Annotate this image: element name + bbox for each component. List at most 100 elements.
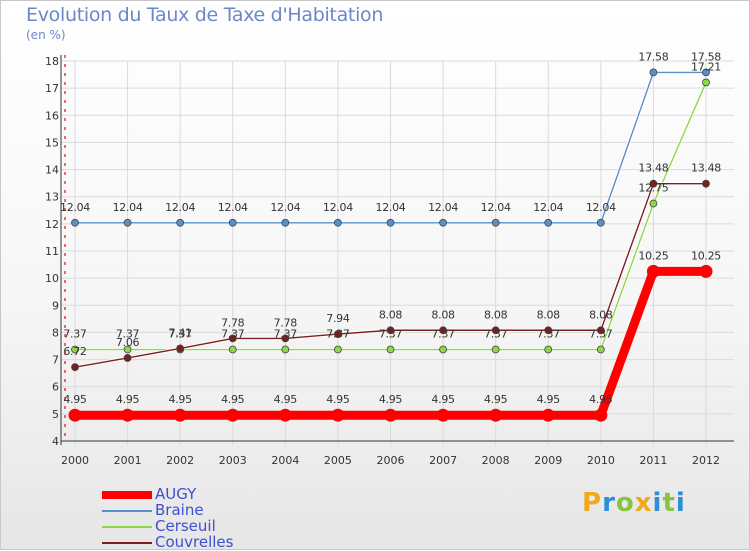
data-label-cerseuil: 7.37 — [537, 328, 561, 341]
data-label-cerseuil: 7.37 — [484, 328, 508, 341]
data-label-braine: 12.04 — [113, 201, 143, 214]
data-label-couvrelles: 7.78 — [221, 316, 245, 329]
y-tick-label: 13 — [45, 191, 59, 204]
data-label-cerseuil: 7.37 — [589, 328, 613, 341]
data-label-augy: 10.25 — [638, 249, 668, 262]
data-label-cerseuil: 7.37 — [63, 328, 87, 341]
data-point-braine — [281, 218, 290, 227]
data-label-couvrelles: 7.41 — [169, 326, 192, 339]
data-label-couvrelles: 6.72 — [63, 345, 86, 358]
chart-series — [68, 68, 713, 422]
y-tick-label: 6 — [52, 381, 59, 394]
data-point-couvrelles — [228, 334, 237, 343]
data-point-braine — [386, 218, 395, 227]
data-point-couvrelles — [491, 326, 500, 335]
x-tick-label: 2004 — [271, 454, 299, 467]
logo-letter: P — [582, 488, 603, 518]
data-label-couvrelles: 13.48 — [691, 162, 721, 175]
data-label-augy: 4.95 — [221, 393, 245, 406]
x-tick-label: 2006 — [377, 454, 405, 467]
x-tick-label: 2005 — [324, 454, 352, 467]
data-point-couvrelles — [281, 334, 290, 343]
legend-label: AUGY — [155, 485, 197, 503]
data-point-augy — [541, 408, 555, 422]
data-label-augy: 4.95 — [326, 393, 350, 406]
legend-swatch — [102, 519, 152, 535]
data-point-couvrelles — [71, 363, 79, 372]
x-tick-label: 2012 — [692, 454, 720, 467]
data-point-cerseuil — [71, 345, 79, 354]
data-label-braine: 12.04 — [533, 201, 563, 214]
y-tick-label: 9 — [52, 299, 59, 312]
y-tick-label: 12 — [45, 218, 59, 231]
chart-grid — [61, 60, 734, 445]
y-tick-label: 4 — [52, 435, 59, 448]
data-label-braine: 12.04 — [586, 201, 616, 214]
data-label-braine: 12.04 — [165, 201, 195, 214]
logo-letter: x — [634, 488, 653, 518]
data-point-braine — [176, 218, 185, 227]
x-tick-label: 2008 — [482, 454, 510, 467]
y-tick-label: 14 — [45, 164, 59, 177]
y-tick-label: 10 — [45, 272, 59, 285]
y-tick-label: 8 — [52, 326, 59, 339]
data-point-cerseuil — [439, 345, 447, 354]
data-label-braine: 12.04 — [60, 201, 90, 214]
data-label-braine: 12.04 — [481, 201, 511, 214]
data-point-augy — [384, 408, 397, 422]
data-label-couvrelles: 7.94 — [326, 312, 350, 325]
data-point-cerseuil — [228, 345, 237, 354]
logo-letter: i — [675, 488, 686, 518]
data-point-augy — [489, 408, 503, 422]
chart-axes: 4 5 6 7 8 9 10 11 12 13 14 15 16 17 18 2000 2001 2002 2003… — [45, 55, 734, 467]
x-tick-label: 2010 — [587, 454, 615, 467]
data-point-braine — [228, 218, 237, 227]
data-label-couvrelles: 8.08 — [379, 308, 403, 321]
proxiti-logo: Proxiti — [582, 488, 686, 518]
data-point-cerseuil — [281, 345, 290, 354]
data-label-cerseuil: 7.37 — [221, 328, 245, 341]
data-label-cerseuil: 7.37 — [116, 328, 140, 341]
legend-label: Cerseuil — [155, 517, 216, 535]
data-label-couvrelles: 8.08 — [431, 308, 455, 321]
y-tick-label: 16 — [45, 109, 59, 122]
data-label-augy: 4.95 — [116, 393, 140, 406]
data-point-cerseuil — [544, 345, 553, 354]
data-point-braine — [491, 218, 500, 227]
data-point-augy — [436, 408, 450, 422]
data-point-braine — [544, 218, 553, 227]
data-point-augy — [646, 264, 660, 278]
data-label-couvrelles: 7.06 — [116, 336, 140, 349]
data-label-augy: 4.95 — [169, 393, 193, 406]
data-label-augy: 4.95 — [431, 393, 455, 406]
y-tick-label: 11 — [45, 245, 59, 258]
data-label-augy: 4.95 — [63, 393, 87, 406]
data-label-augy: 4.95 — [589, 393, 613, 406]
data-point-cerseuil — [596, 345, 605, 354]
x-tick-label: 2002 — [166, 454, 194, 467]
data-label-augy: 4.95 — [274, 393, 298, 406]
data-point-augy — [699, 264, 713, 278]
y-tick-label: 7 — [52, 354, 59, 367]
data-label-augy: 10.25 — [691, 249, 721, 262]
legend-swatch — [102, 503, 152, 519]
data-point-cerseuil — [649, 199, 658, 208]
legend-swatch — [102, 535, 152, 551]
data-label-braine: 12.04 — [376, 201, 406, 214]
data-point-braine — [596, 218, 605, 227]
logo-letter: t — [662, 488, 676, 518]
x-tick-label: 2000 — [61, 454, 89, 467]
y-tick-label: 17 — [45, 82, 59, 95]
data-label-couvrelles: 8.08 — [537, 308, 561, 321]
data-label-augy: 4.95 — [484, 393, 508, 406]
data-label-augy: 4.95 — [379, 393, 403, 406]
data-label-couvrelles: 13.48 — [638, 162, 668, 175]
data-point-couvrelles — [702, 179, 710, 188]
data-label-cerseuil: 7.37 — [379, 328, 403, 341]
data-label-cerseuil: 7.37 — [326, 328, 350, 341]
x-tick-label: 2007 — [429, 454, 457, 467]
data-label-braine: 17.58 — [638, 50, 668, 63]
chart-unit-label: (en %) — [26, 28, 66, 42]
